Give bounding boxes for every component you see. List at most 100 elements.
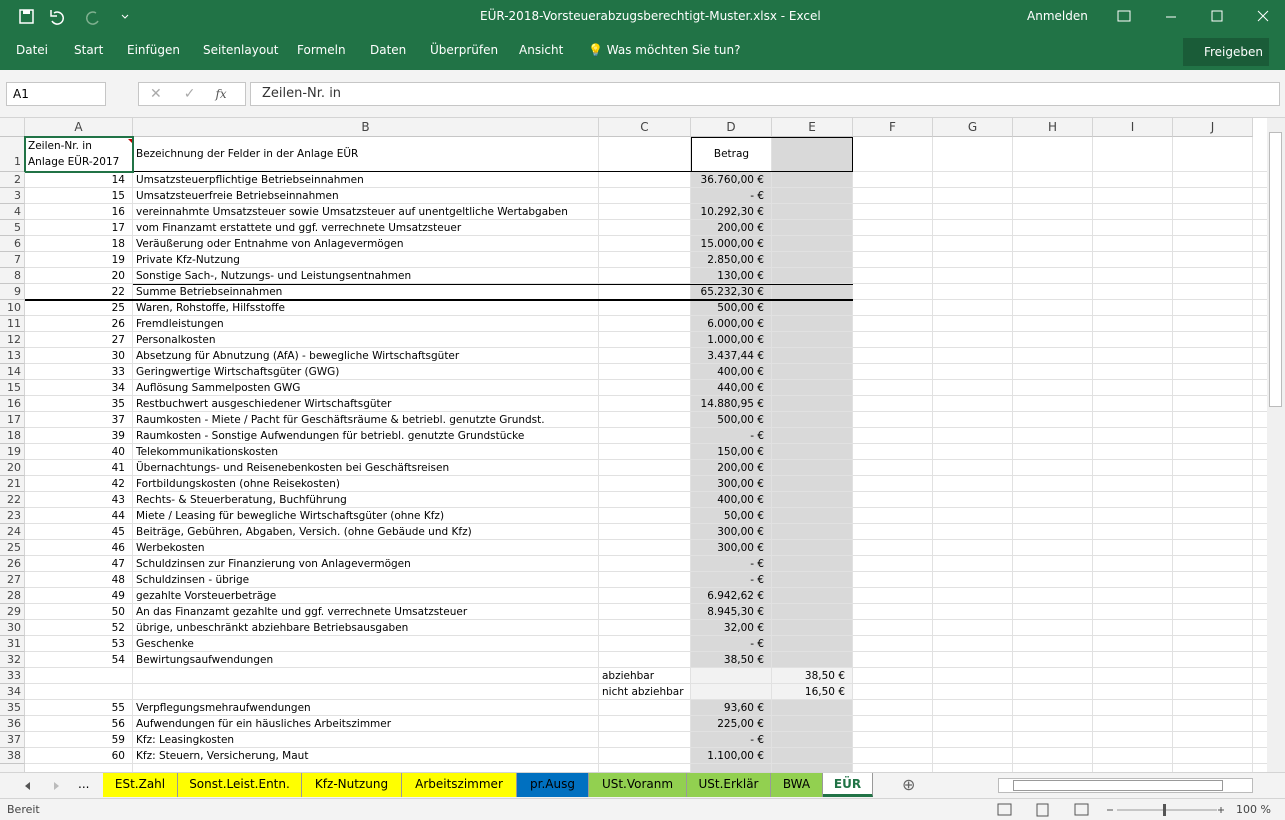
zoom-level[interactable]: 100 %	[1236, 803, 1271, 816]
cell-fill	[691, 604, 853, 620]
ribbon-tab[interactable]: Seitenlayout	[203, 43, 279, 57]
sheet-tab[interactable]: USt.Voranm	[589, 773, 687, 797]
sheet-nav-more[interactable]: ...	[78, 777, 90, 791]
row-header[interactable]: 17	[0, 412, 25, 428]
row-header[interactable]: 16	[0, 396, 25, 412]
sheet-tab[interactable]: USt.Erklär	[687, 773, 771, 797]
column-header[interactable]: J	[1173, 118, 1253, 137]
row-header[interactable]: 35	[0, 700, 25, 716]
column-header[interactable]: D	[691, 118, 772, 137]
row-header[interactable]: 36	[0, 716, 25, 732]
row-header[interactable]: 5	[0, 220, 25, 236]
share-button[interactable]: Freigeben	[1183, 38, 1269, 66]
fx-label[interactable]: fx	[215, 87, 227, 101]
sheet-tab[interactable]: ESt.Zahl	[103, 773, 178, 797]
sheet-nav-arrows[interactable]	[18, 779, 68, 793]
row-header[interactable]: 31	[0, 636, 25, 652]
cell-fill	[691, 732, 853, 748]
row-header[interactable]: 34	[0, 684, 25, 700]
cell-text: 10.292,30 €	[700, 206, 764, 218]
ribbon-tab[interactable]: Daten	[370, 43, 407, 57]
row-header[interactable]: 22	[0, 492, 25, 508]
corner-cell[interactable]	[0, 118, 25, 137]
quick-access[interactable]	[18, 8, 138, 26]
row-header[interactable]: 11	[0, 316, 25, 332]
row-header[interactable]: 13	[0, 348, 25, 364]
row-header[interactable]: 15	[0, 380, 25, 396]
ribbon-tab[interactable]: Formeln	[297, 43, 346, 57]
row-header[interactable]: 14	[0, 364, 25, 380]
cell-text: 2.850,00 €	[707, 254, 764, 266]
column-header[interactable]: A	[25, 118, 133, 137]
column-header[interactable]: F	[853, 118, 933, 137]
sheet-tab[interactable]: EÜR	[823, 773, 873, 797]
row-header[interactable]: 27	[0, 572, 25, 588]
formula-buttons[interactable]: ✕ ✓ fx	[138, 82, 246, 106]
row-header[interactable]: 7	[0, 252, 25, 268]
cell-fill	[691, 540, 853, 556]
column-header[interactable]: I	[1093, 118, 1173, 137]
row-header[interactable]: 24	[0, 524, 25, 540]
row-header[interactable]: 2	[0, 172, 25, 188]
ribbon-tab[interactable]: Ansicht	[519, 43, 564, 57]
sheet-tab[interactable]: BWA	[771, 773, 823, 797]
share-text[interactable]: Freigeben	[1203, 45, 1263, 59]
cell-text: 42	[111, 478, 125, 490]
formula-area: A1 ✕ ✓ fx Zeilen-Nr. in	[0, 70, 1285, 118]
column-header[interactable]: E	[772, 118, 853, 137]
row-header[interactable]: 32	[0, 652, 25, 668]
scroll-thumb[interactable]	[1269, 132, 1282, 407]
row-header[interactable]: 8	[0, 268, 25, 284]
column-header[interactable]: B	[133, 118, 599, 137]
grid-line	[932, 137, 933, 772]
horizontal-scrollbar[interactable]	[998, 778, 1253, 793]
cell-text: 45	[111, 526, 125, 538]
row-header[interactable]: 30	[0, 620, 25, 636]
row-header[interactable]: 4	[0, 204, 25, 220]
row-header[interactable]: 23	[0, 508, 25, 524]
row-header[interactable]: 29	[0, 604, 25, 620]
window-controls[interactable]	[1110, 8, 1280, 26]
tell-me[interactable]: 💡 Was möchten Sie tun?	[588, 43, 741, 57]
row-header[interactable]: 20	[0, 460, 25, 476]
h-scroll-thumb[interactable]	[1013, 780, 1223, 791]
ribbon-tab[interactable]: Einfügen	[127, 43, 180, 57]
add-sheet[interactable]: ⊕	[902, 775, 916, 794]
row-header[interactable]: 18	[0, 428, 25, 444]
vertical-scrollbar[interactable]	[1267, 118, 1285, 772]
row-header[interactable]: 12	[0, 332, 25, 348]
tell-me-text[interactable]: Was möchten Sie tun?	[606, 43, 741, 57]
formula-input[interactable]: Zeilen-Nr. in	[250, 82, 1280, 106]
row-header[interactable]: 9	[0, 284, 25, 300]
sign-in[interactable]: Anmelden	[1027, 9, 1088, 23]
row-header[interactable]: 6	[0, 236, 25, 252]
row-header[interactable]: 3	[0, 188, 25, 204]
cell-text: nicht abziehbar	[602, 686, 684, 698]
row-header[interactable]: 28	[0, 588, 25, 604]
column-header[interactable]: H	[1013, 118, 1093, 137]
sheet-tab[interactable]: Kfz-Nutzung	[302, 773, 402, 797]
ribbon-tab[interactable]: Start	[74, 43, 104, 57]
row-header[interactable]: 25	[0, 540, 25, 556]
column-header[interactable]: G	[933, 118, 1013, 137]
row-header[interactable]: 33	[0, 668, 25, 684]
row-header[interactable]: 21	[0, 476, 25, 492]
ribbon-tab[interactable]: Datei	[16, 43, 49, 57]
ribbon-tab[interactable]: Überprüfen	[430, 43, 499, 57]
cell-text: 225,00 €	[717, 718, 764, 730]
cell-text: 300,00 €	[717, 526, 764, 538]
row-header[interactable]: 38	[0, 748, 25, 764]
view-zoom-controls[interactable]	[995, 802, 1225, 818]
row-header[interactable]: 1	[0, 137, 25, 172]
sheet-tab[interactable]: Sonst.Leist.Entn.	[178, 773, 302, 797]
name-box[interactable]: A1	[6, 82, 106, 106]
sheet-tab[interactable]: pr.Ausg	[517, 773, 589, 797]
row-header[interactable]: 26	[0, 556, 25, 572]
cell-text: 38,50 €	[723, 654, 764, 666]
row-header[interactable]: 19	[0, 444, 25, 460]
row-header[interactable]: 10	[0, 300, 25, 316]
grid-line	[25, 571, 1267, 572]
row-header[interactable]: 37	[0, 732, 25, 748]
sheet-tab[interactable]: Arbeitszimmer	[402, 773, 517, 797]
column-header[interactable]: C	[599, 118, 691, 137]
